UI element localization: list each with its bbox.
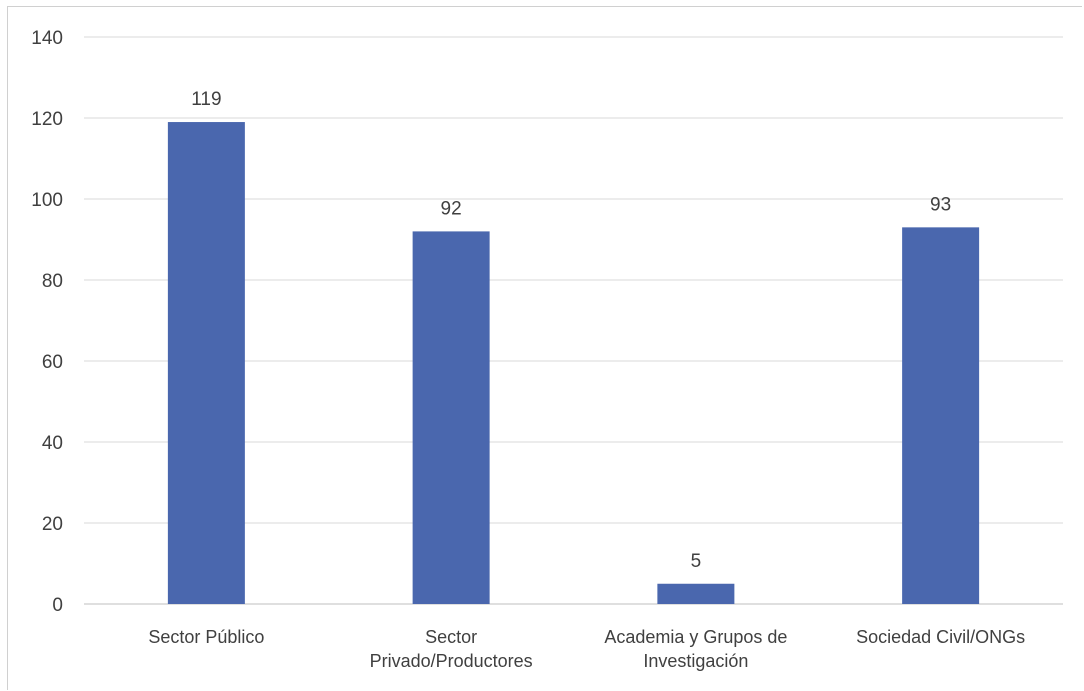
data-label: 92 xyxy=(441,198,462,219)
y-tick-label: 40 xyxy=(42,433,63,454)
category-label: Sector Público xyxy=(148,627,264,647)
bar xyxy=(902,227,980,604)
data-labels: 119 92 5 93 xyxy=(191,89,951,572)
category-label: Privado/Productores xyxy=(370,651,533,671)
data-label: 93 xyxy=(930,194,951,215)
y-tick-label: 100 xyxy=(31,190,63,211)
category-label: Sector xyxy=(425,627,477,647)
y-tick-label: 80 xyxy=(42,271,63,292)
y-tick-label: 140 xyxy=(31,28,63,49)
bars xyxy=(167,122,980,605)
y-axis-ticks: 0 20 40 60 80 100 120 140 xyxy=(31,28,63,616)
category-label: Sociedad Civil/ONGs xyxy=(856,627,1025,647)
category-label: Academia y Grupos de xyxy=(604,627,787,647)
y-tick-label: 120 xyxy=(31,109,63,130)
y-tick-label: 20 xyxy=(42,514,63,535)
bar xyxy=(167,122,245,605)
gridlines xyxy=(84,36,1063,605)
bar xyxy=(657,583,735,604)
data-label: 5 xyxy=(691,551,702,572)
category-label: Investigación xyxy=(643,651,748,671)
data-label: 119 xyxy=(191,89,221,110)
y-tick-label: 0 xyxy=(52,595,63,616)
bar xyxy=(412,231,490,604)
y-tick-label: 60 xyxy=(42,352,63,373)
x-axis-categories: Sector Público Sector Privado/Productores A… xyxy=(148,627,1025,671)
